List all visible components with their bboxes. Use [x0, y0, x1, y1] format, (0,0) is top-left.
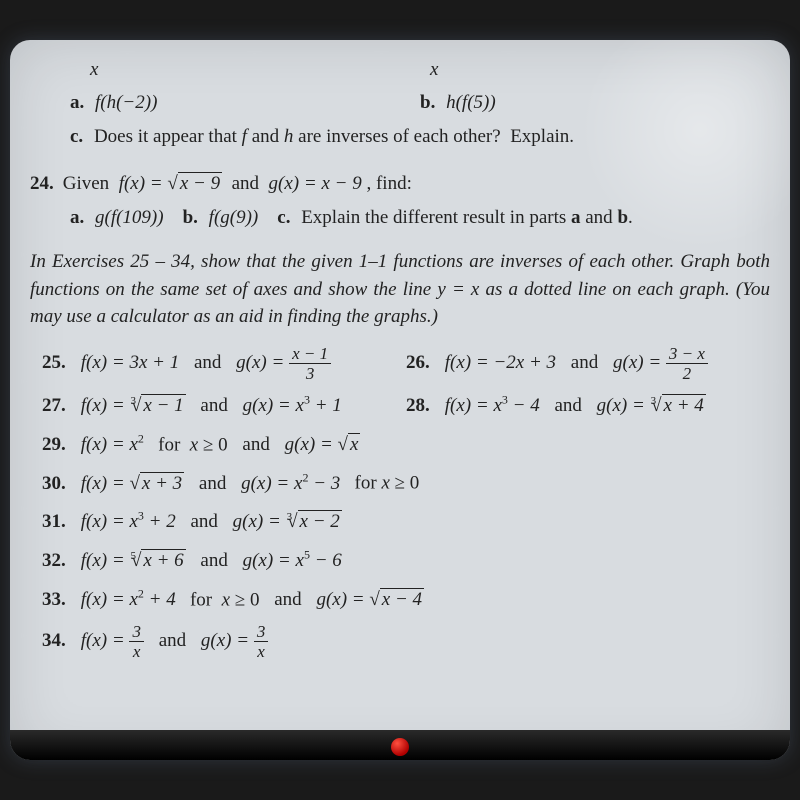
ex31-g: g(x) = 3√x − 2: [233, 511, 342, 532]
q23-parts-ab: a. f(h(−2)) b. h(f(5)): [30, 88, 770, 117]
ex28-num: 28.: [406, 391, 440, 420]
q23-c-text: Does it appear that f and h are inverses…: [94, 126, 574, 147]
frag-x-right: x: [430, 59, 438, 80]
row-33: 33. f(x) = x2 + 4 for x ≥ 0 and g(x) = √…: [30, 585, 770, 615]
ex32-num: 32.: [42, 546, 76, 575]
q24-c-text: Explain the different result in parts a …: [301, 207, 633, 228]
q23-stem-fragments: x x: [30, 55, 770, 84]
ex26-f: f(x) = −2x + 3: [445, 352, 556, 373]
q23-c-label: c.: [70, 126, 83, 147]
ex30-f: f(x) = √x + 3: [81, 473, 184, 494]
q23-a-math: f(h(−2)): [95, 92, 157, 113]
ex26-num: 26.: [406, 348, 440, 377]
row-29: 29. f(x) = x2 for x ≥ 0 and g(x) = √x: [30, 430, 770, 460]
ex34-f: f(x) = 3x: [81, 630, 144, 651]
row-34: 34. f(x) = 3x and g(x) = 3x: [30, 623, 770, 660]
ex32-g: g(x) = x5 − 6: [243, 550, 342, 571]
textbook-screen: x x a. f(h(−2)) b. h(f(5)) c. Does it ap…: [10, 40, 790, 760]
ex34-g: g(x) = 3x: [201, 630, 268, 651]
row-27-28: 27. f(x) = 3√x − 1 and g(x) = x3 + 1 28.…: [30, 391, 770, 421]
row-31: 31. f(x) = x3 + 2 and g(x) = 3√x − 2: [30, 507, 770, 537]
ex28-g: g(x) = 3√x + 4: [597, 395, 706, 416]
ex32-f: f(x) = 5√x + 6: [81, 550, 186, 571]
ex25-num: 25.: [42, 348, 76, 377]
ex25-g: g(x) = x − 13: [236, 352, 331, 373]
ex31-num: 31.: [42, 507, 76, 536]
ex27-f: f(x) = 3√x − 1: [81, 395, 186, 416]
page-content: x x a. f(h(−2)) b. h(f(5)) c. Does it ap…: [30, 55, 770, 660]
device-bottom-bar: [10, 730, 790, 760]
ex31-f: f(x) = x3 + 2: [81, 511, 176, 532]
row-32: 32. f(x) = 5√x + 6 and g(x) = x5 − 6: [30, 546, 770, 576]
q24-parts: a. g(f(109)) b. f(g(9)) c. Explain the d…: [30, 203, 770, 232]
ex33-f: f(x) = x2 + 4: [81, 589, 176, 610]
q23-b-math: h(f(5)): [446, 92, 496, 113]
q24-num: 24.: [30, 169, 58, 198]
ex33-num: 33.: [42, 585, 76, 614]
q23-b-label: b.: [420, 92, 435, 113]
q24-stem: 24. Given f(x) = √x − 9 and g(x) = x − 9…: [30, 169, 770, 198]
q23-part-c: c. Does it appear that f and h are inver…: [30, 122, 770, 151]
ex28-f: f(x) = x3 − 4: [445, 395, 540, 416]
ex29-g: g(x) = √x: [285, 434, 361, 455]
ex27-g: g(x) = x3 + 1: [243, 395, 342, 416]
ex33-for: for x ≥ 0: [190, 589, 260, 610]
row-30: 30. f(x) = √x + 3 and g(x) = x2 − 3 for …: [30, 468, 770, 498]
and-word: and: [194, 352, 221, 373]
ex30-for: for x ≥ 0: [355, 473, 420, 494]
record-indicator-icon: [391, 738, 409, 756]
instructions-block: In Exercises 25 – 34, show that the give…: [30, 248, 770, 331]
ex29-for: for x ≥ 0: [158, 434, 228, 455]
ex26-g: g(x) = 3 − x2: [613, 352, 708, 373]
ex33-g: g(x) = √x − 4: [316, 589, 424, 610]
q24-c-label: c.: [277, 207, 290, 228]
ex29-f: f(x) = x2: [81, 434, 144, 455]
q23-a-label: a.: [70, 92, 84, 113]
ex27-num: 27.: [42, 391, 76, 420]
q24-b-math: f(g(9)): [209, 207, 259, 228]
q24-a-math: g(f(109)): [95, 207, 164, 228]
ex29-num: 29.: [42, 430, 76, 459]
ex30-g: g(x) = x2 − 3: [241, 473, 340, 494]
ex34-num: 34.: [42, 626, 76, 655]
ex25-f: f(x) = 3x + 1: [81, 352, 179, 373]
q24-b-label: b.: [183, 207, 198, 228]
q24-a-label: a.: [70, 207, 84, 228]
row-25-26: 25. f(x) = 3x + 1 and g(x) = x − 13 26. …: [30, 345, 770, 382]
frag-x-left: x: [90, 59, 98, 80]
ex30-num: 30.: [42, 469, 76, 498]
q24-given: Given f(x) = √x − 9 and g(x) = x − 9 , f…: [63, 173, 412, 194]
